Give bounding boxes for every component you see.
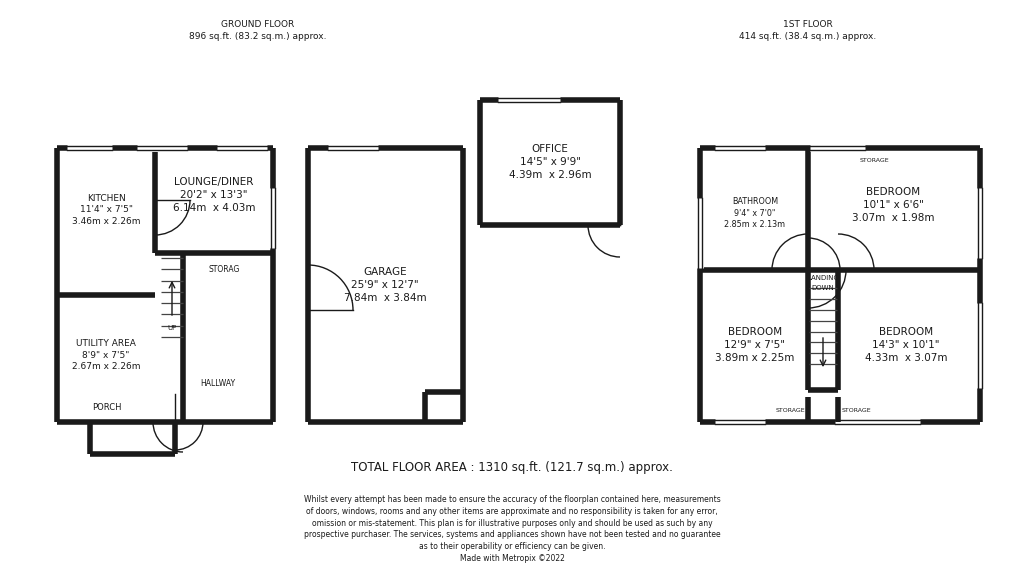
Text: GROUND FLOOR
896 sq.ft. (83.2 sq.m.) approx.: GROUND FLOOR 896 sq.ft. (83.2 sq.m.) app… — [189, 20, 327, 41]
Text: LOUNGE/DINER
20'2" x 13'3"
6.14m  x 4.03m: LOUNGE/DINER 20'2" x 13'3" 6.14m x 4.03m — [173, 177, 255, 213]
Text: STORAGE: STORAGE — [775, 408, 805, 412]
Text: BATHROOM
9'4" x 7'0"
2.85m x 2.13m: BATHROOM 9'4" x 7'0" 2.85m x 2.13m — [724, 196, 785, 230]
Text: KITCHEN
11'4" x 7'5"
3.46m x 2.26m: KITCHEN 11'4" x 7'5" 3.46m x 2.26m — [72, 194, 140, 226]
Text: DOWN: DOWN — [812, 285, 835, 291]
Text: STORAGE: STORAGE — [859, 158, 889, 163]
Text: UP: UP — [167, 325, 176, 331]
Text: OFFICE
14'5" x 9'9"
4.39m  x 2.96m: OFFICE 14'5" x 9'9" 4.39m x 2.96m — [509, 144, 591, 180]
Text: TOTAL FLOOR AREA : 1310 sq.ft. (121.7 sq.m.) approx.: TOTAL FLOOR AREA : 1310 sq.ft. (121.7 sq… — [351, 461, 673, 475]
Text: STORAG: STORAG — [208, 266, 240, 275]
Text: STORAGE: STORAGE — [841, 408, 870, 412]
Text: BEDROOM
10'1" x 6'6"
3.07m  x 1.98m: BEDROOM 10'1" x 6'6" 3.07m x 1.98m — [852, 187, 934, 223]
Text: BEDROOM
14'3" x 10'1"
4.33m  x 3.07m: BEDROOM 14'3" x 10'1" 4.33m x 3.07m — [864, 327, 947, 363]
Text: UTILITY AREA
8'9" x 7'5"
2.67m x 2.26m: UTILITY AREA 8'9" x 7'5" 2.67m x 2.26m — [72, 339, 140, 371]
Text: LANDING: LANDING — [807, 275, 839, 281]
Text: HALLWAY: HALLWAY — [201, 379, 236, 388]
Text: GARAGE
25'9" x 12'7"
7.84m  x 3.84m: GARAGE 25'9" x 12'7" 7.84m x 3.84m — [344, 267, 426, 303]
Text: 1ST FLOOR
414 sq.ft. (38.4 sq.m.) approx.: 1ST FLOOR 414 sq.ft. (38.4 sq.m.) approx… — [739, 20, 877, 41]
Text: BEDROOM
12'9" x 7'5"
3.89m x 2.25m: BEDROOM 12'9" x 7'5" 3.89m x 2.25m — [716, 327, 795, 363]
Text: PORCH: PORCH — [92, 404, 122, 412]
Text: Whilst every attempt has been made to ensure the accuracy of the floorplan conta: Whilst every attempt has been made to en… — [304, 495, 720, 563]
